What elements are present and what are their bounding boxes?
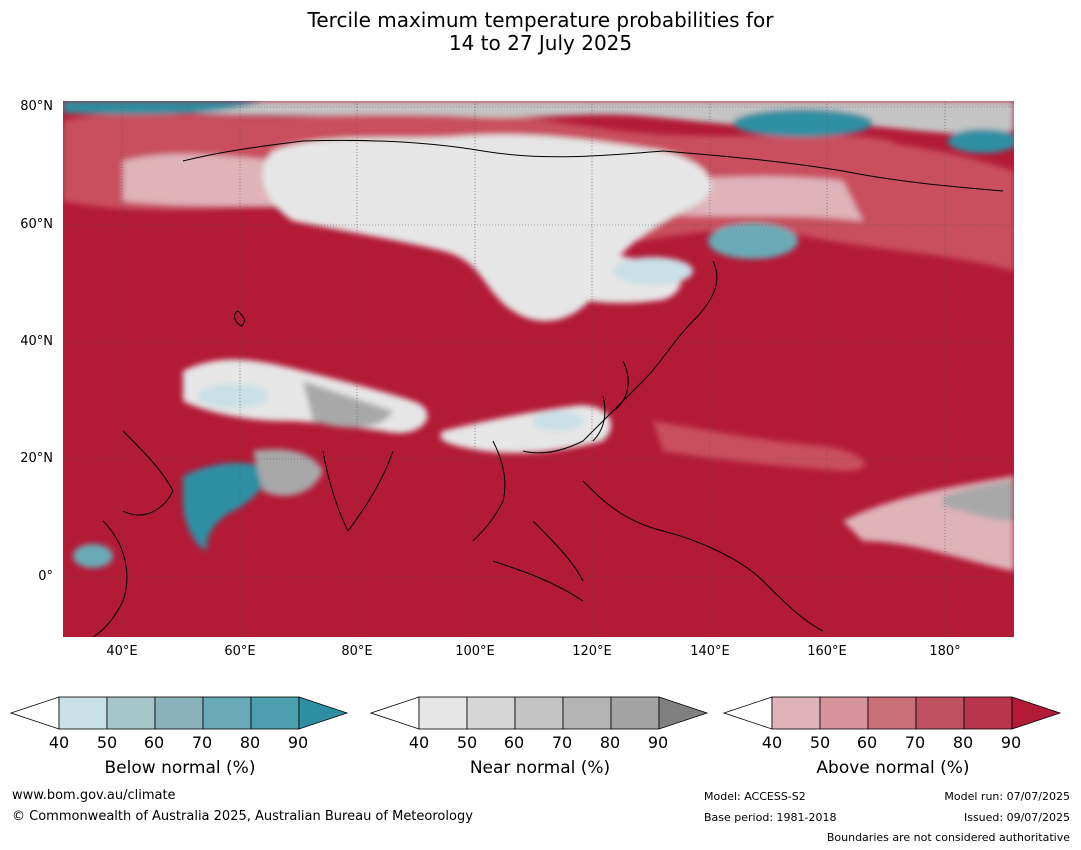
colorbar-segment xyxy=(771,696,821,730)
map-canvas xyxy=(63,101,1014,637)
colorbar-segment xyxy=(250,696,300,730)
above-mid-pacific-band xyxy=(653,421,865,471)
below-normal-arctic-east xyxy=(733,109,873,137)
colorbar-segment xyxy=(154,696,204,730)
title-line-2: 14 to 27 July 2025 xyxy=(448,31,633,55)
colorbar-extend-low xyxy=(723,696,773,730)
lon-label-80e: 80°E xyxy=(341,644,373,659)
map-title: Tercile maximum temperature probabilitie… xyxy=(0,9,1081,55)
colorbar-segment xyxy=(106,696,156,730)
lon-label-160e: 160°E xyxy=(807,644,847,659)
tick-label: 50 xyxy=(96,733,118,752)
near-normal-pacific xyxy=(943,481,1014,521)
colorbar-segment xyxy=(819,696,869,730)
below-light-china xyxy=(533,411,583,431)
tick-label: 90 xyxy=(287,733,309,752)
tick-label: 80 xyxy=(239,733,261,752)
below-normal-okhotsk xyxy=(708,223,798,259)
colorbar-segment xyxy=(514,696,564,730)
probability-map xyxy=(63,101,1014,637)
lat-label-80n: 80°N xyxy=(20,99,53,114)
colorbar-segment xyxy=(867,696,917,730)
colorbar-extend-high xyxy=(1011,696,1062,730)
legend-title-above: Above normal (%) xyxy=(816,758,970,778)
tick-label: 40 xyxy=(408,733,430,752)
tick-label: 70 xyxy=(551,733,573,752)
tick-label: 50 xyxy=(809,733,831,752)
below-normal-far-east xyxy=(948,129,1014,153)
tick-label: 90 xyxy=(1000,733,1022,752)
tick-label: 60 xyxy=(143,733,165,752)
footer-model: Model: ACCESS-S2 xyxy=(704,790,806,803)
lat-label-20n: 20°N xyxy=(20,451,53,466)
lon-label-180: 180° xyxy=(929,644,961,659)
colorbar-segment xyxy=(466,696,516,730)
below-normal-arabian-sea xyxy=(183,463,266,551)
footer-url: www.bom.gov.au/climate xyxy=(12,788,176,803)
near-normal-tibet xyxy=(303,381,393,428)
tick-label: 40 xyxy=(761,733,783,752)
lat-label-40n: 40°N xyxy=(20,334,53,349)
colorbar-segment xyxy=(610,696,660,730)
colorbar-extend-high xyxy=(658,696,709,730)
footer-base-period: Base period: 1981-2018 xyxy=(704,811,837,824)
legend-title-near: Near normal (%) xyxy=(469,758,611,778)
graticule xyxy=(63,101,1014,637)
colorbar-segment xyxy=(963,696,1013,730)
below-light-iran xyxy=(198,384,268,408)
lon-label-140e: 140°E xyxy=(690,644,730,659)
tick-label: 70 xyxy=(904,733,926,752)
tick-label: 40 xyxy=(48,733,70,752)
colorbar-extend-low xyxy=(10,696,60,730)
lat-label-0: 0° xyxy=(38,569,53,584)
footer-boundaries: Boundaries are not considered authoritat… xyxy=(826,831,1070,844)
tick-label: 80 xyxy=(599,733,621,752)
colorbar-segment xyxy=(418,696,468,730)
colorbar-segment xyxy=(562,696,612,730)
lon-label-100e: 100°E xyxy=(455,644,495,659)
tick-label: 90 xyxy=(647,733,669,752)
tick-label: 60 xyxy=(503,733,525,752)
below-light-amur xyxy=(613,257,693,285)
coastlines xyxy=(92,139,1004,637)
colorbar-extend-high xyxy=(298,696,349,730)
lat-label-60n: 60°N xyxy=(20,217,53,232)
colorbar-segment xyxy=(915,696,965,730)
colorbar-below-normal xyxy=(10,696,349,730)
colorbar-segment xyxy=(202,696,252,730)
title-line-1: Tercile maximum temperature probabilitie… xyxy=(307,8,774,32)
colorbar-above-normal xyxy=(723,696,1062,730)
lon-label-120e: 120°E xyxy=(572,644,612,659)
below-normal-africa-east xyxy=(73,544,113,568)
near-normal-indian-ocean xyxy=(253,449,323,496)
tick-label: 80 xyxy=(952,733,974,752)
tick-label: 50 xyxy=(456,733,478,752)
tick-label: 60 xyxy=(856,733,878,752)
colorbar-near-normal xyxy=(370,696,709,730)
lon-label-60e: 60°E xyxy=(224,644,256,659)
above-arctic-patch xyxy=(788,136,898,156)
colorbar-segment xyxy=(58,696,108,730)
legend-title-below: Below normal (%) xyxy=(104,758,256,778)
footer-model-run: Model run: 07/07/2025 xyxy=(944,790,1070,803)
lon-label-40e: 40°E xyxy=(106,644,138,659)
below-normal-arctic-west xyxy=(63,101,263,115)
tick-label: 70 xyxy=(191,733,213,752)
footer-issued: Issued: 09/07/2025 xyxy=(963,811,1070,824)
footer-copyright: © Commonwealth of Australia 2025, Austra… xyxy=(12,809,473,824)
colorbar-extend-low xyxy=(370,696,420,730)
